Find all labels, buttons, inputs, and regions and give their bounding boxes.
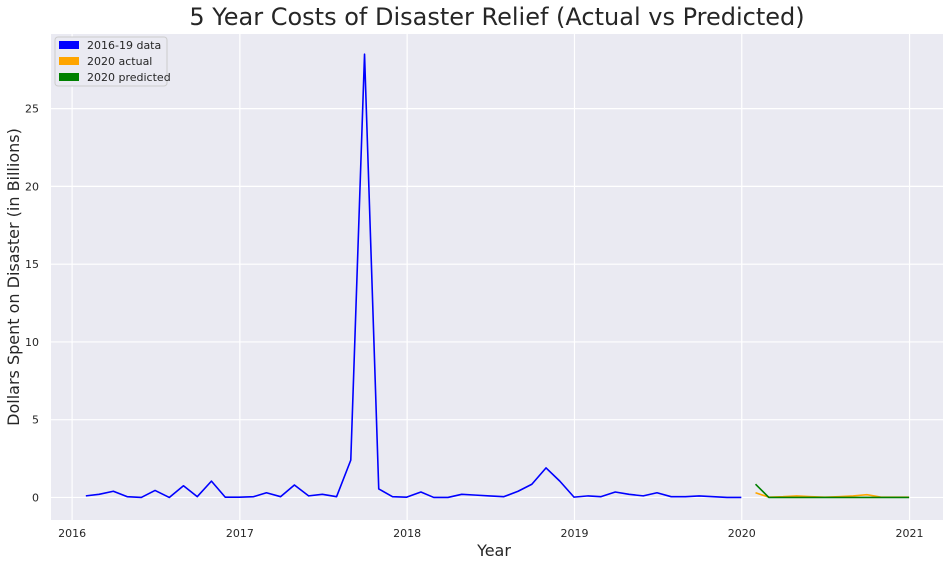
y-tick-labels: 0 5 10 15 20 25 (25, 103, 39, 505)
series-line-3 (754, 483, 910, 499)
legend-swatch (59, 57, 79, 65)
y-tick-label: 20 (25, 180, 39, 193)
series-line-1 (85, 53, 742, 499)
x-gridlines (71, 34, 911, 520)
x-axis-title: Year (476, 541, 511, 560)
x-tick-labels: 2016 2017 2018 2019 2020 2021 (58, 527, 923, 540)
legend-swatch (59, 73, 79, 81)
x-tick-label: 2020 (728, 527, 756, 540)
x-tick-label: 2019 (560, 527, 588, 540)
y-tick-label: 25 (25, 103, 39, 116)
x-tick-label: 2021 (896, 527, 924, 540)
x-tick-label: 2016 (58, 527, 86, 540)
y-axis-title: Dollars Spent on Disaster (in Billions) (4, 128, 23, 426)
y-tick-label: 15 (25, 258, 39, 271)
legend-swatch (59, 41, 79, 49)
x-tick-label: 2017 (226, 527, 254, 540)
plot-area (51, 34, 943, 520)
x-tick-label: 2018 (393, 527, 421, 540)
series-layer (85, 53, 910, 499)
legend-label: 2020 predicted (87, 71, 171, 84)
legend: 2016-19 data 2020 actual 2020 predicted (54, 36, 171, 87)
legend-label: 2020 actual (87, 55, 152, 68)
y-tick-label: 10 (25, 336, 39, 349)
legend-label: 2016-19 data (87, 39, 161, 52)
legend-box (54, 36, 168, 87)
chart-title: 5 Year Costs of Disaster Relief (Actual … (189, 3, 804, 31)
y-tick-label: 5 (32, 414, 39, 427)
y-tick-label: 0 (32, 491, 39, 504)
y-gridlines (51, 108, 943, 499)
